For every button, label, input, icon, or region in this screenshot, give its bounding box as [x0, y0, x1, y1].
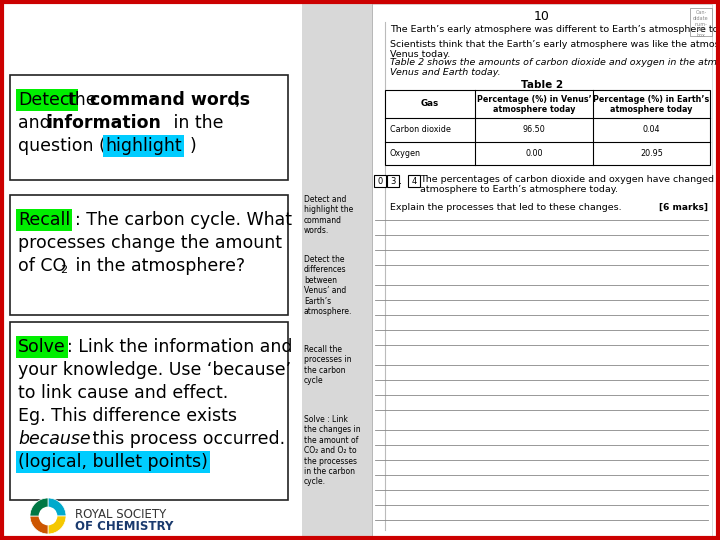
Text: 20.95: 20.95 [640, 148, 663, 158]
Text: 2: 2 [60, 265, 67, 275]
Text: Table 2: Table 2 [521, 80, 563, 90]
Bar [387, 175, 399, 187]
Text: OF CHEMISTRY: OF CHEMISTRY [75, 520, 174, 533]
Text: command words: command words [90, 91, 250, 109]
Wedge shape [48, 498, 66, 516]
Bar [10, 195, 288, 315]
Text: The percentages of carbon dioxide and oxygen have changed from Earth’s early
atm: The percentages of carbon dioxide and ox… [420, 175, 720, 194]
Text: 4: 4 [411, 177, 417, 186]
Text: Percentage (%) in Earth’s: Percentage (%) in Earth’s [593, 96, 710, 105]
Text: and: and [18, 114, 56, 132]
Text: The Earth’s early atmosphere was different to Earth’s atmosphere today.: The Earth’s early atmosphere was differe… [390, 25, 720, 34]
Wedge shape [30, 516, 48, 534]
Text: question (: question ( [18, 137, 106, 155]
Text: Solve: Solve [18, 338, 66, 356]
Bar [385, 90, 710, 165]
Text: [6 marks]: [6 marks] [659, 203, 708, 212]
Text: Solve : Link
the changes in
the amount of
CO₂ and O₂ to
the processes
in the car: Solve : Link the changes in the amount o… [304, 415, 361, 487]
Bar [690, 8, 712, 36]
Text: : Link the information and: : Link the information and [67, 338, 292, 356]
Bar [10, 75, 288, 180]
Text: 3: 3 [390, 177, 396, 186]
Text: .: . [398, 176, 402, 186]
Text: of CO: of CO [18, 257, 66, 275]
Text: 96.50: 96.50 [523, 125, 545, 134]
Text: Eg. This difference exists: Eg. This difference exists [18, 407, 237, 425]
Text: the: the [68, 91, 102, 109]
Text: ,: , [235, 91, 240, 109]
Text: Detect the
differences
between
Venus’ and
Earth’s
atmosphere.: Detect the differences between Venus’ an… [304, 255, 352, 316]
Text: to link cause and effect.: to link cause and effect. [18, 384, 228, 402]
Text: Recall: Recall [18, 211, 71, 229]
Text: : The carbon cycle. What: : The carbon cycle. What [75, 211, 292, 229]
Bar [372, 4, 712, 536]
Text: Oxygen: Oxygen [390, 148, 421, 158]
Text: Explain the processes that led to these changes.: Explain the processes that led to these … [390, 203, 621, 212]
Text: ROYAL SOCIETY: ROYAL SOCIETY [75, 508, 166, 521]
Wedge shape [48, 516, 66, 534]
Text: Scientists think that the Earth’s early atmosphere was like the atmosphere found: Scientists think that the Earth’s early … [390, 40, 720, 59]
Text: your knowledge. Use ‘because’: your knowledge. Use ‘because’ [18, 361, 291, 379]
Text: Table 2 shows the amounts of carbon dioxide and oxygen in the atmospheres of
Ven: Table 2 shows the amounts of carbon diox… [390, 58, 720, 77]
Text: atmosphere today: atmosphere today [611, 105, 693, 114]
Text: processes change the amount: processes change the amount [18, 234, 282, 252]
Text: Carbon dioxide: Carbon dioxide [390, 125, 451, 134]
Text: 0.00: 0.00 [526, 148, 543, 158]
Text: 10: 10 [534, 10, 550, 23]
Bar [374, 175, 386, 187]
Text: Recall the
processes in
the carbon
cycle: Recall the processes in the carbon cycle [304, 345, 351, 385]
Text: Detect and
highlight the
command
words.: Detect and highlight the command words. [304, 195, 354, 235]
Text: Can-
didate
num-
ber
box: Can- didate num- ber box [693, 10, 708, 38]
Text: 0: 0 [377, 177, 382, 186]
Text: this process occurred.: this process occurred. [87, 430, 285, 448]
Text: information: information [47, 114, 162, 132]
Text: Gas: Gas [421, 99, 439, 109]
Text: ): ) [190, 137, 197, 155]
Text: Detect: Detect [18, 91, 76, 109]
Text: in the atmosphere?: in the atmosphere? [70, 257, 245, 275]
Text: highlight: highlight [105, 137, 181, 155]
Text: in the: in the [168, 114, 223, 132]
Wedge shape [30, 498, 48, 516]
Bar [408, 175, 420, 187]
Text: (logical, bullet points): (logical, bullet points) [18, 453, 208, 471]
Circle shape [39, 507, 58, 525]
Text: because: because [18, 430, 91, 448]
Bar [302, 0, 372, 540]
Bar [0, 0, 302, 540]
Text: 0.04: 0.04 [643, 125, 660, 134]
Bar [10, 322, 288, 500]
Text: Percentage (%) in Venus’: Percentage (%) in Venus’ [477, 96, 591, 105]
Text: atmosphere today: atmosphere today [492, 105, 575, 114]
